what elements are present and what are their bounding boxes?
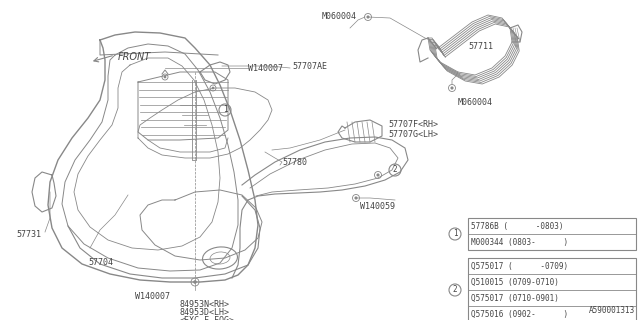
Text: W140007: W140007 [248,64,283,73]
Circle shape [367,15,369,19]
Text: 84953D<LH>: 84953D<LH> [180,308,230,317]
Text: 57707G<LH>: 57707G<LH> [388,130,438,139]
Text: 57707F<RH>: 57707F<RH> [388,120,438,129]
Text: M060004: M060004 [458,98,493,107]
Text: Q510015 (0709-0710): Q510015 (0709-0710) [471,277,559,286]
Text: M000344 (0803-      ): M000344 (0803- ) [471,237,568,246]
Text: 1: 1 [452,229,458,238]
Text: W140059: W140059 [360,202,395,211]
Text: A590001313: A590001313 [589,306,635,315]
Text: FRONT: FRONT [118,52,151,62]
Text: 57707AE: 57707AE [292,62,327,71]
Bar [468,258,636,320]
Text: 2: 2 [452,285,458,294]
Text: 57786B (      -0803): 57786B ( -0803) [471,221,563,230]
Text: 57711: 57711 [468,42,493,51]
Text: Q575017 (0710-0901): Q575017 (0710-0901) [471,293,559,302]
Text: Q575017 (      -0709): Q575017 ( -0709) [471,261,568,270]
Text: M060004: M060004 [322,12,357,21]
Circle shape [355,196,358,200]
Circle shape [376,173,380,177]
Circle shape [193,280,197,284]
Circle shape [212,87,214,89]
Text: 84953N<RH>: 84953N<RH> [180,300,230,309]
Circle shape [164,76,166,78]
Text: 2: 2 [393,165,397,174]
Text: 57704: 57704 [88,258,113,267]
Text: W140007: W140007 [135,292,170,301]
Text: 57731: 57731 [16,230,41,239]
Text: Q575016 (0902-      ): Q575016 (0902- ) [471,309,568,318]
Bar [468,218,636,250]
Circle shape [451,86,454,90]
Text: <EXC.F-FOG>: <EXC.F-FOG> [180,316,235,320]
Text: 1: 1 [223,106,227,115]
Text: 57780: 57780 [282,158,307,167]
